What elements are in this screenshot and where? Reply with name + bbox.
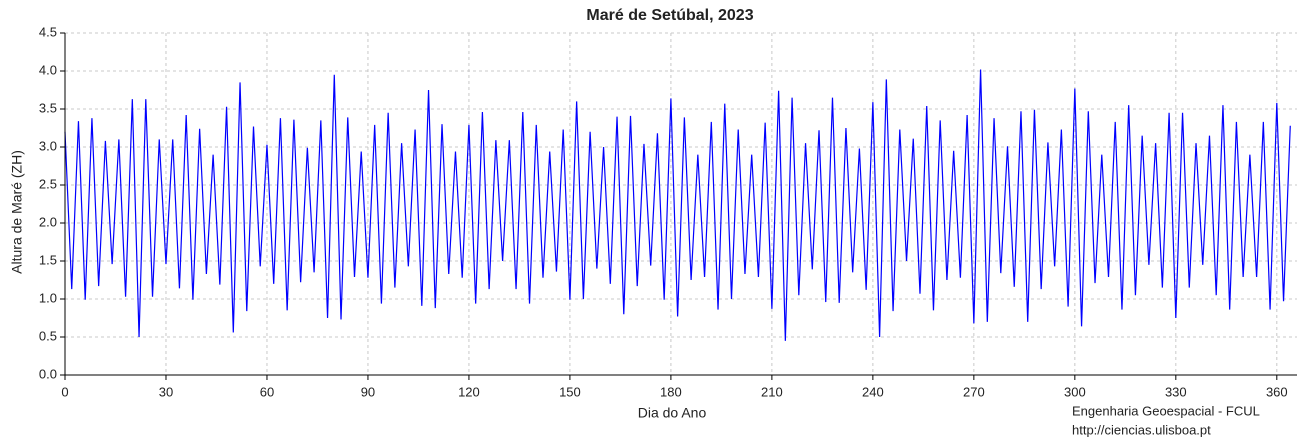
x-tick-label: 240 [862,384,884,399]
y-axis-label: Altura de Maré (ZH) [9,150,25,274]
y-tick-label: 2.0 [39,214,57,229]
footer-text: Engenharia Geoespacial - FCUL [1072,403,1260,418]
chart-title: Maré de Setúbal, 2023 [586,7,753,24]
x-axis-label: Dia do Ano [638,405,707,421]
y-tick-label: 1.5 [39,252,57,267]
x-tick-label: 90 [361,384,375,399]
x-tick-label: 30 [159,384,173,399]
x-tick-label: 210 [761,384,783,399]
x-tick-label: 150 [559,384,581,399]
footer-text: http://ciencias.ulisboa.pt [1072,422,1211,437]
x-tick-label: 330 [1165,384,1187,399]
x-tick-label: 120 [458,384,480,399]
x-tick-label: 60 [260,384,274,399]
x-tick-label: 0 [61,384,68,399]
y-tick-label: 4.0 [39,62,57,77]
x-tick-label: 360 [1266,384,1288,399]
y-tick-label: 2.5 [39,176,57,191]
y-tick-label: 3.0 [39,138,57,153]
y-tick-label: 1.0 [39,290,57,305]
y-tick-label: 4.5 [39,24,57,39]
x-tick-label: 300 [1064,384,1086,399]
y-tick-label: 0.0 [39,366,57,381]
y-tick-label: 3.5 [39,100,57,115]
x-tick-label: 180 [660,384,682,399]
y-tick-label: 0.5 [39,328,57,343]
tide-line [64,69,1291,341]
x-tick-label: 270 [963,384,985,399]
